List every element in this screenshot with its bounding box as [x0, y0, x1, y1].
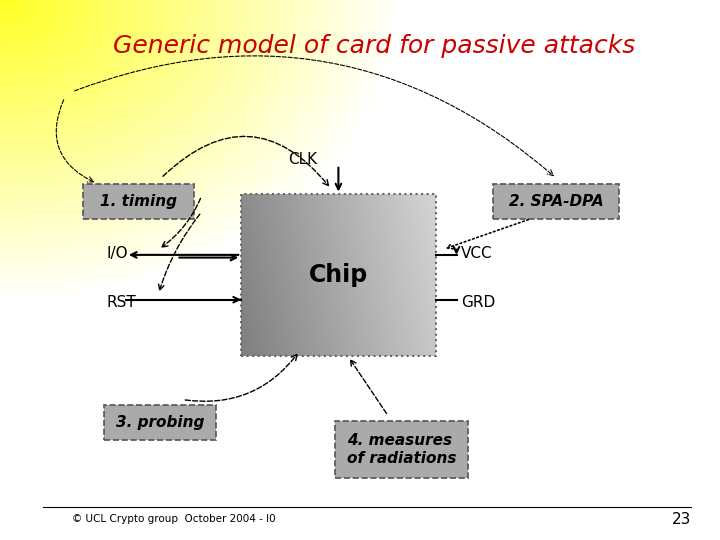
- Text: 3. probing: 3. probing: [116, 415, 204, 430]
- Text: RST: RST: [107, 295, 136, 310]
- Text: CLK: CLK: [288, 152, 317, 167]
- Text: VCC: VCC: [461, 246, 492, 261]
- Bar: [83, 184, 194, 219]
- Bar: [104, 405, 216, 440]
- Text: Chip: Chip: [309, 264, 368, 287]
- Bar: [241, 194, 436, 356]
- Text: 2. SPA-DPA: 2. SPA-DPA: [509, 194, 603, 208]
- Bar: [493, 184, 619, 219]
- Text: 1. timing: 1. timing: [100, 194, 177, 208]
- Text: © UCL Crypto group  October 2004 - I0: © UCL Crypto group October 2004 - I0: [72, 515, 276, 524]
- Text: Generic model of card for passive attacks: Generic model of card for passive attack…: [113, 34, 636, 58]
- Bar: [335, 421, 468, 478]
- Text: GRD: GRD: [461, 295, 495, 310]
- Text: 23: 23: [672, 512, 691, 527]
- Text: I/O: I/O: [107, 246, 128, 261]
- Text: 4. measures
of radiations: 4. measures of radiations: [346, 433, 456, 467]
